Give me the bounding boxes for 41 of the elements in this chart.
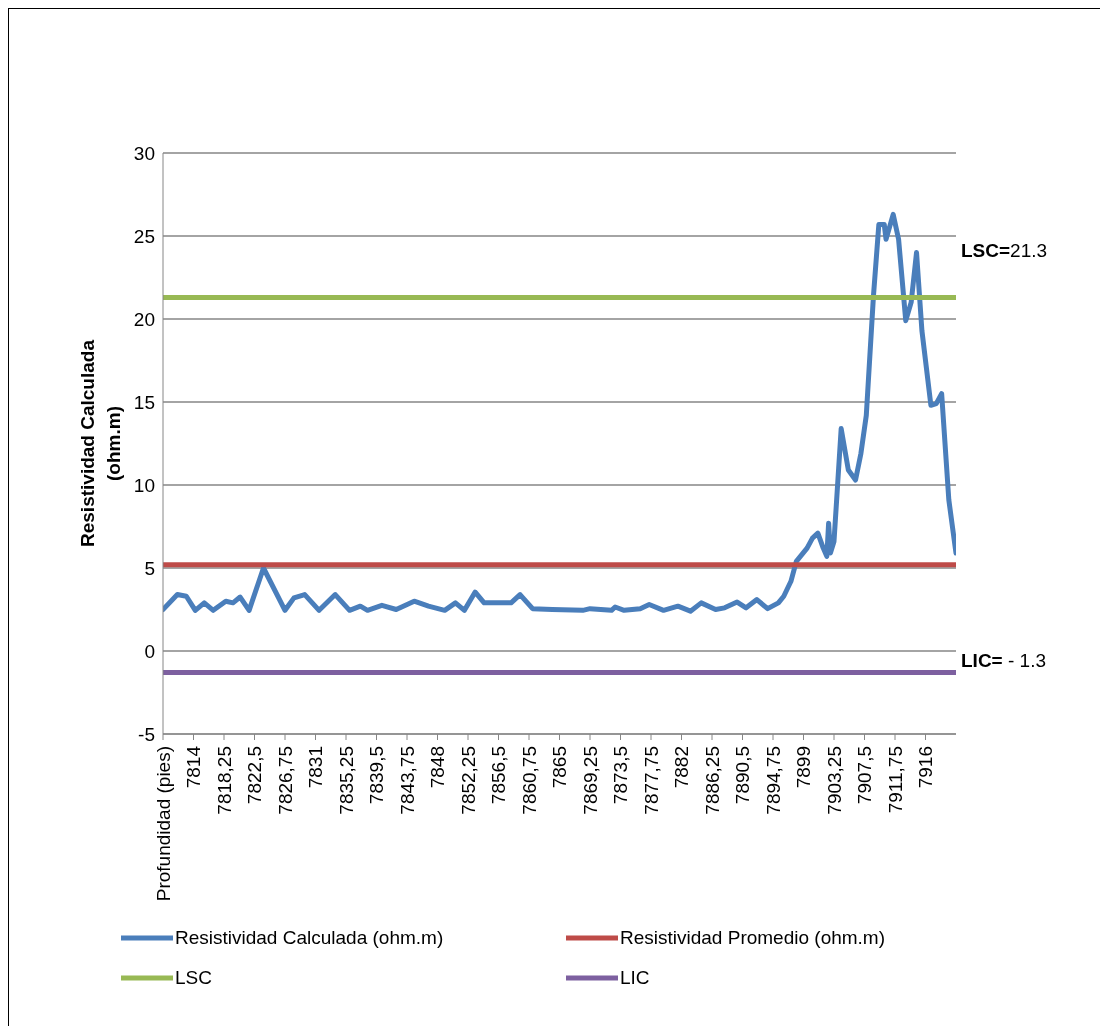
y-tick-label: 30	[133, 142, 155, 164]
x-tick-label: 7852,25	[457, 746, 479, 815]
annotation: LIC= - 1.3	[961, 649, 1047, 671]
x-tick-label: 7903,25	[823, 746, 845, 815]
x-tick-label: 7869,25	[579, 746, 601, 815]
x-tick-label: 7907,5	[854, 746, 875, 805]
x-tick-label: 7843,75	[396, 746, 418, 815]
annotation: LSC=21.3	[961, 240, 1048, 262]
x-tick-label: 7822,5	[244, 746, 265, 805]
x-tick-label: 7882	[671, 746, 692, 789]
x-tick-label: Profundidad (pies)	[152, 746, 174, 902]
x-tick-label: 7831	[305, 746, 326, 789]
y-tick-label: 0	[144, 640, 155, 662]
legend-label: LIC	[620, 967, 650, 989]
x-tick-label: 7877,75	[640, 746, 662, 815]
legend-label: Resistividad Calculada (ohm.m)	[175, 927, 444, 949]
y-tick-label: 20	[133, 308, 155, 330]
x-tick-label: 7814	[183, 745, 204, 789]
x-tick-label: 7886,25	[701, 746, 723, 815]
y-tick-label: -5	[138, 723, 155, 745]
x-tick-label: 7899	[793, 746, 814, 789]
y-tick-label: 15	[133, 391, 155, 413]
x-tick-label: 7818,25	[213, 746, 235, 815]
x-tick-label: 7856,5	[488, 746, 509, 805]
y-tick-label: 10	[133, 474, 155, 496]
y-axis-title: Resistividad Calculada (ohm.m)	[77, 339, 124, 547]
x-tick-label: 7865	[549, 746, 570, 789]
x-tick-label: 7860,75	[518, 746, 540, 815]
x-tick-label: 7835,25	[335, 746, 357, 815]
x-tick-label: 7916	[915, 746, 936, 789]
x-tick-label: 7826,75	[274, 746, 296, 815]
legend-label: Resistividad Promedio (ohm.m)	[620, 927, 886, 949]
y-tick-label: 25	[133, 225, 155, 247]
x-tick-label: 7839,5	[366, 746, 387, 805]
x-tick-label: 7873,5	[610, 746, 631, 805]
x-tick-label: 7894,75	[762, 746, 784, 815]
x-tick-label: 7911,75	[884, 746, 906, 814]
y-tick-label: 5	[144, 557, 155, 579]
x-tick-label: 7890,5	[732, 746, 753, 805]
legend-label: LSC	[175, 967, 212, 989]
x-tick-label: 7848	[427, 746, 448, 789]
